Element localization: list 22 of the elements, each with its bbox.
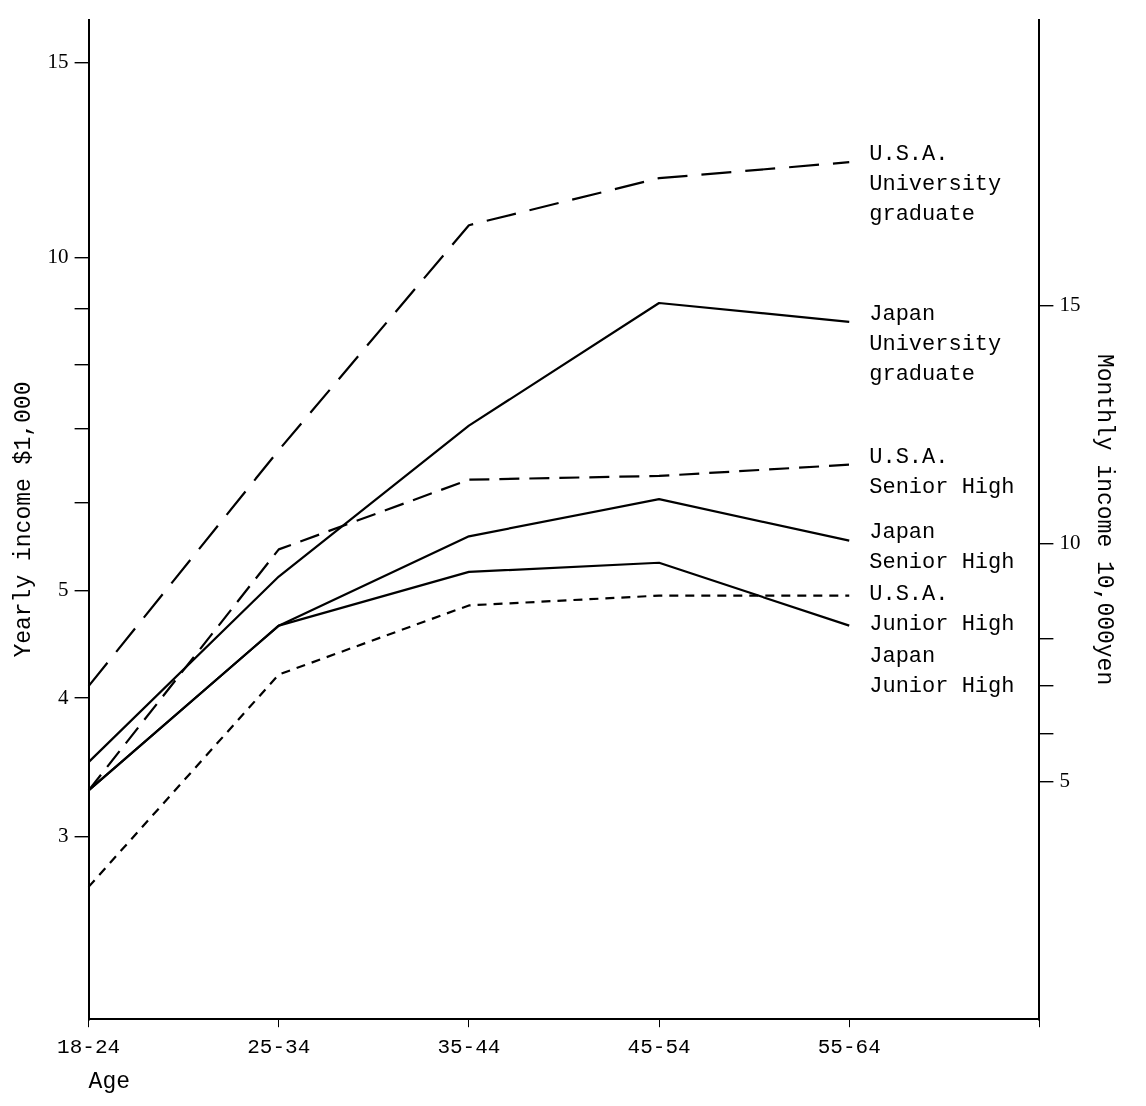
y2-axis-title: Monthly income 10,000yen (1091, 353, 1118, 686)
y-tick-label: 10 (47, 244, 69, 269)
series-label: U.S.A. University graduate (869, 141, 1002, 227)
series-label: Japan Junior High (869, 644, 1015, 700)
y-tick-label: 5 (58, 577, 69, 602)
x-axis-title: Age (88, 1069, 131, 1096)
series-label: U.S.A. Senior High (869, 444, 1015, 500)
y2-tick-label: 5 (1059, 767, 1070, 792)
y-tick-label: 4 (58, 684, 70, 709)
x-tick-label: 18-24 (57, 1036, 121, 1060)
x-tick-label: 35-44 (437, 1036, 501, 1060)
x-tick-label: 55-64 (817, 1036, 881, 1060)
series-label: Japan University graduate (869, 301, 1002, 387)
series-label: U.S.A. Junior High (869, 582, 1015, 638)
x-tick-label: 45-54 (627, 1036, 691, 1060)
y2-tick-label: 15 (1059, 292, 1081, 316)
series-label: Japan Senior High (869, 520, 1015, 576)
y-tick-label: 15 (47, 49, 69, 74)
y-axis-title: Yearly income $1,000 (10, 381, 37, 658)
y2-tick-label: 10 (1059, 529, 1081, 554)
x-tick-label: 25-34 (247, 1036, 311, 1060)
y-tick-label: 3 (58, 822, 69, 847)
